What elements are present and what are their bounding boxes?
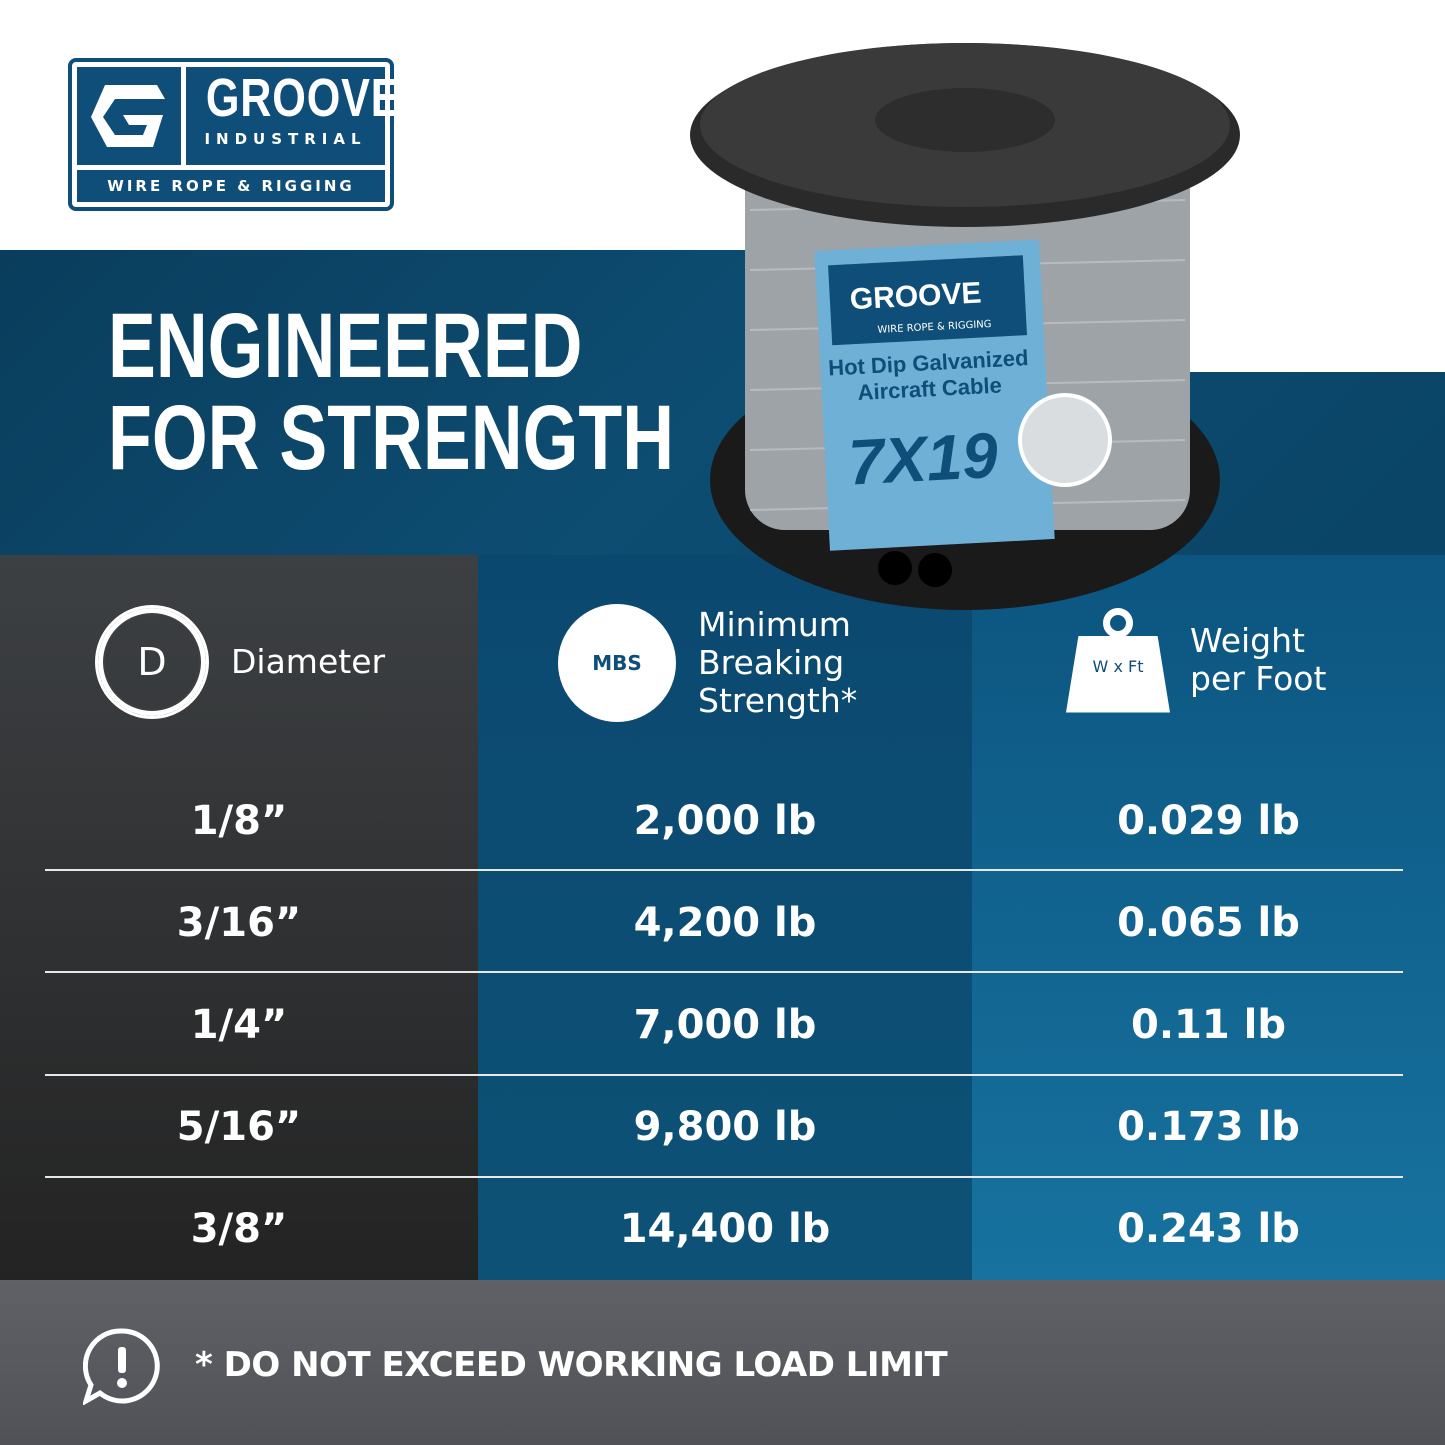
row-divider [45, 1176, 1403, 1178]
cell-diameter: 3/8” [190, 1206, 288, 1252]
diameter-label: Diameter [231, 642, 386, 681]
row-divider [45, 1074, 1403, 1076]
cell-weight: 0.029 lb [1117, 798, 1300, 844]
cell-mbs: 4,200 lb [633, 900, 817, 946]
cell-weight: 0.11 lb [1131, 1002, 1286, 1048]
cell-mbs: 2,000 lb [633, 798, 817, 844]
footer [0, 1280, 1445, 1445]
cell-diameter: 3/16” [176, 900, 302, 946]
header-weight: W x Ft Weight per Foot [1066, 605, 1326, 715]
table-row: 3/8” 14,400 lb 0.243 lb [0, 1178, 1445, 1281]
g-logo-icon [77, 67, 181, 165]
table-row: 1/8” 2,000 lb 0.029 lb [0, 770, 1445, 873]
diameter-icon: D [95, 605, 209, 719]
brand-name: GROOVE [205, 68, 401, 128]
cell-diameter: 5/16” [176, 1104, 302, 1150]
row-divider [45, 971, 1403, 973]
svg-text:GROOVE: GROOVE [849, 276, 982, 316]
cable-spool-image: GROOVE WIRE ROPE & RIGGING Hot Dip Galva… [690, 43, 1240, 610]
table-row: 1/4” 7,000 lb 0.11 lb [0, 974, 1445, 1077]
mbs-icon: MBS [558, 603, 676, 722]
header-diameter: D Diameter [95, 605, 385, 719]
brand-sub: INDUSTRIAL [204, 130, 367, 148]
groove-logo: GROOVE INDUSTRIAL WIRE ROPE & RIGGING [68, 58, 401, 211]
cell-diameter: 1/4” [190, 1002, 288, 1048]
cell-diameter: 1/8” [190, 798, 288, 844]
headline: ENGINEERED FOR STRENGTH [108, 295, 675, 489]
brand-tagline: WIRE ROPE & RIGGING [77, 170, 385, 202]
svg-text:7X19: 7X19 [847, 419, 1000, 499]
cell-mbs: 7,000 lb [633, 1002, 817, 1048]
row-divider [45, 869, 1403, 871]
table-row: 3/16” 4,200 lb 0.065 lb [0, 872, 1445, 975]
cell-weight: 0.173 lb [1117, 1104, 1300, 1150]
cell-weight: 0.065 lb [1117, 900, 1300, 946]
cell-weight: 0.243 lb [1117, 1206, 1300, 1252]
weight-icon: W x Ft [1066, 607, 1170, 713]
header-mbs: MBS Minimum Breaking Strength* [558, 600, 857, 725]
cell-mbs: 9,800 lb [633, 1104, 817, 1150]
warning-speech-icon [81, 1327, 161, 1409]
table-row: 5/16” 9,800 lb 0.173 lb [0, 1076, 1445, 1179]
cell-mbs: 14,400 lb [619, 1206, 831, 1252]
warning-text: * DO NOT EXCEED WORKING LOAD LIMIT [195, 1345, 948, 1385]
